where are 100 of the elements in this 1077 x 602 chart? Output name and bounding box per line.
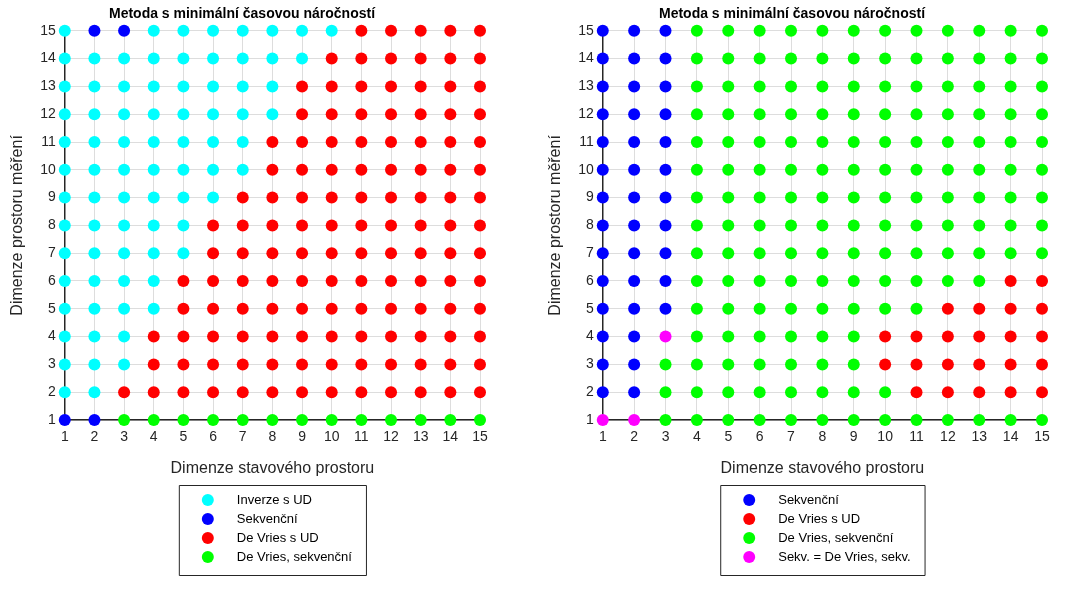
point [596,302,609,315]
point [628,163,641,176]
y-tick-label: 11 [579,132,594,149]
point [628,219,641,232]
point [596,414,609,426]
point [973,386,986,399]
x-tick-label: 1 [60,428,69,445]
y-tick-label: 4 [47,327,56,344]
point [596,24,609,37]
x-tick-label: 6 [209,428,218,445]
point [628,80,641,93]
x-axis-title: Dimenze stavového prostoru [720,458,925,476]
x-tick-label: 13 [412,428,429,445]
point [973,358,986,371]
y-tick-label: 7 [585,244,594,261]
x-tick-label: 10 [323,428,340,445]
point [910,386,923,399]
x-axis-title: Dimenze stavového prostoru [170,458,375,476]
point [659,52,672,65]
x-tick-label: 4 [692,428,701,445]
point [628,414,641,426]
point [941,330,954,343]
x-tick-label: 3 [120,428,129,445]
y-tick-label: 6 [585,271,594,288]
y-tick-label: 14 [578,49,594,66]
y-tick-label: 5 [585,299,594,316]
y-tick-label: 3 [47,355,56,372]
point [596,80,609,93]
point [1004,330,1017,343]
point [628,302,641,315]
legend-label: Sekv. = De Vries, sekv. [778,548,911,564]
point [596,358,609,371]
point [628,330,641,343]
y-tick-label: 12 [40,105,56,122]
point [596,108,609,121]
y-tick-label: 2 [585,383,594,400]
x-tick-label: 2 [630,428,639,445]
y-tick-label: 8 [585,216,594,233]
point [596,330,609,343]
y-tick-label: 6 [47,271,56,288]
point [659,191,672,204]
x-tick-label: 10 [877,428,894,445]
legend-label: Inverze s UD [236,491,312,507]
point [596,191,609,204]
x-tick-label: 7 [238,428,247,445]
legend-label: Sekvenční [778,491,840,507]
y-axis-title: Dimenze prostoru měření [8,134,26,316]
y-tick-label: 2 [47,383,56,400]
chart-title: Metoda s minimální časovou náročností [658,5,927,22]
x-tick-label: 9 [849,428,858,445]
y-tick-label: 13 [578,77,594,94]
point [596,219,609,232]
y-axis-title: Dimenze prostoru měření [546,134,564,316]
point [596,386,609,399]
x-tick-label: 12 [383,428,400,445]
point [628,247,641,260]
x-tick-label: 2 [90,428,99,445]
chart-title: Metoda s minimální časovou náročností [108,5,377,22]
point [941,358,954,371]
point [659,24,672,37]
y-tick-label: 14 [40,49,56,66]
point [973,302,986,315]
point [1004,302,1017,315]
x-tick-label: 14 [1002,428,1019,445]
point [1036,358,1048,371]
y-tick-label: 10 [40,160,56,177]
point [910,330,923,343]
x-tick-label: 15 [1034,428,1050,445]
x-tick-label: 4 [149,428,158,445]
point [659,108,672,121]
point [628,358,641,371]
x-tick-label: 13 [971,428,988,445]
x-tick-label: 3 [661,428,670,445]
y-tick-label: 9 [47,188,56,205]
y-tick-label: 3 [585,355,594,372]
x-tick-label: 7 [787,428,796,445]
point [879,358,892,371]
y-tick-label: 9 [585,188,594,205]
point [1036,275,1048,287]
y-tick-label: 1 [585,410,594,427]
point [659,163,672,176]
x-tick-label: 11 [354,428,369,445]
point [659,302,672,315]
legend-label: Sekvenční [236,510,298,526]
y-tick-label: 13 [40,77,56,94]
x-tick-label: 6 [755,428,764,445]
legend-label: De Vries, sekvenční [236,548,353,564]
point [628,108,641,121]
point [596,52,609,65]
y-tick-label: 10 [578,160,594,177]
point [628,136,641,148]
point [596,275,609,287]
y-tick-label: 15 [578,21,594,38]
point [1004,386,1017,399]
y-tick-label: 5 [47,299,56,316]
x-tick-label: 5 [724,428,733,445]
point [596,136,609,148]
point [628,386,641,399]
y-tick-label: 7 [47,244,56,261]
point [628,275,641,287]
